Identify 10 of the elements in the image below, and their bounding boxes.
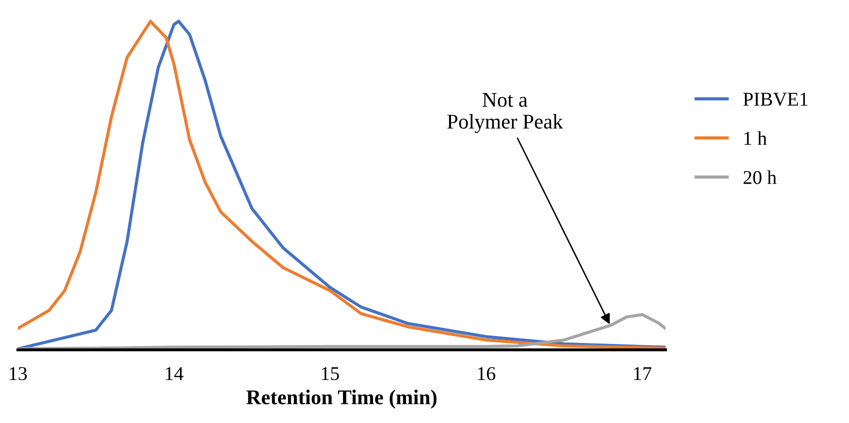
legend-label: 20 h [744,170,777,184]
legend-label: PIBVE1 [743,92,808,106]
x-tick-label: 15 [322,367,339,380]
annotation: Not a Polymer Peak [447,93,563,133]
legend-label: 1 h [744,131,767,145]
x-tick-label: 14 [166,367,184,380]
x-tick-label: 17 [634,367,652,380]
x-axis-title: Retention Time (min) [246,390,436,409]
x-tick-label: 16 [478,367,496,380]
x-tick-label: 13 [10,367,27,380]
